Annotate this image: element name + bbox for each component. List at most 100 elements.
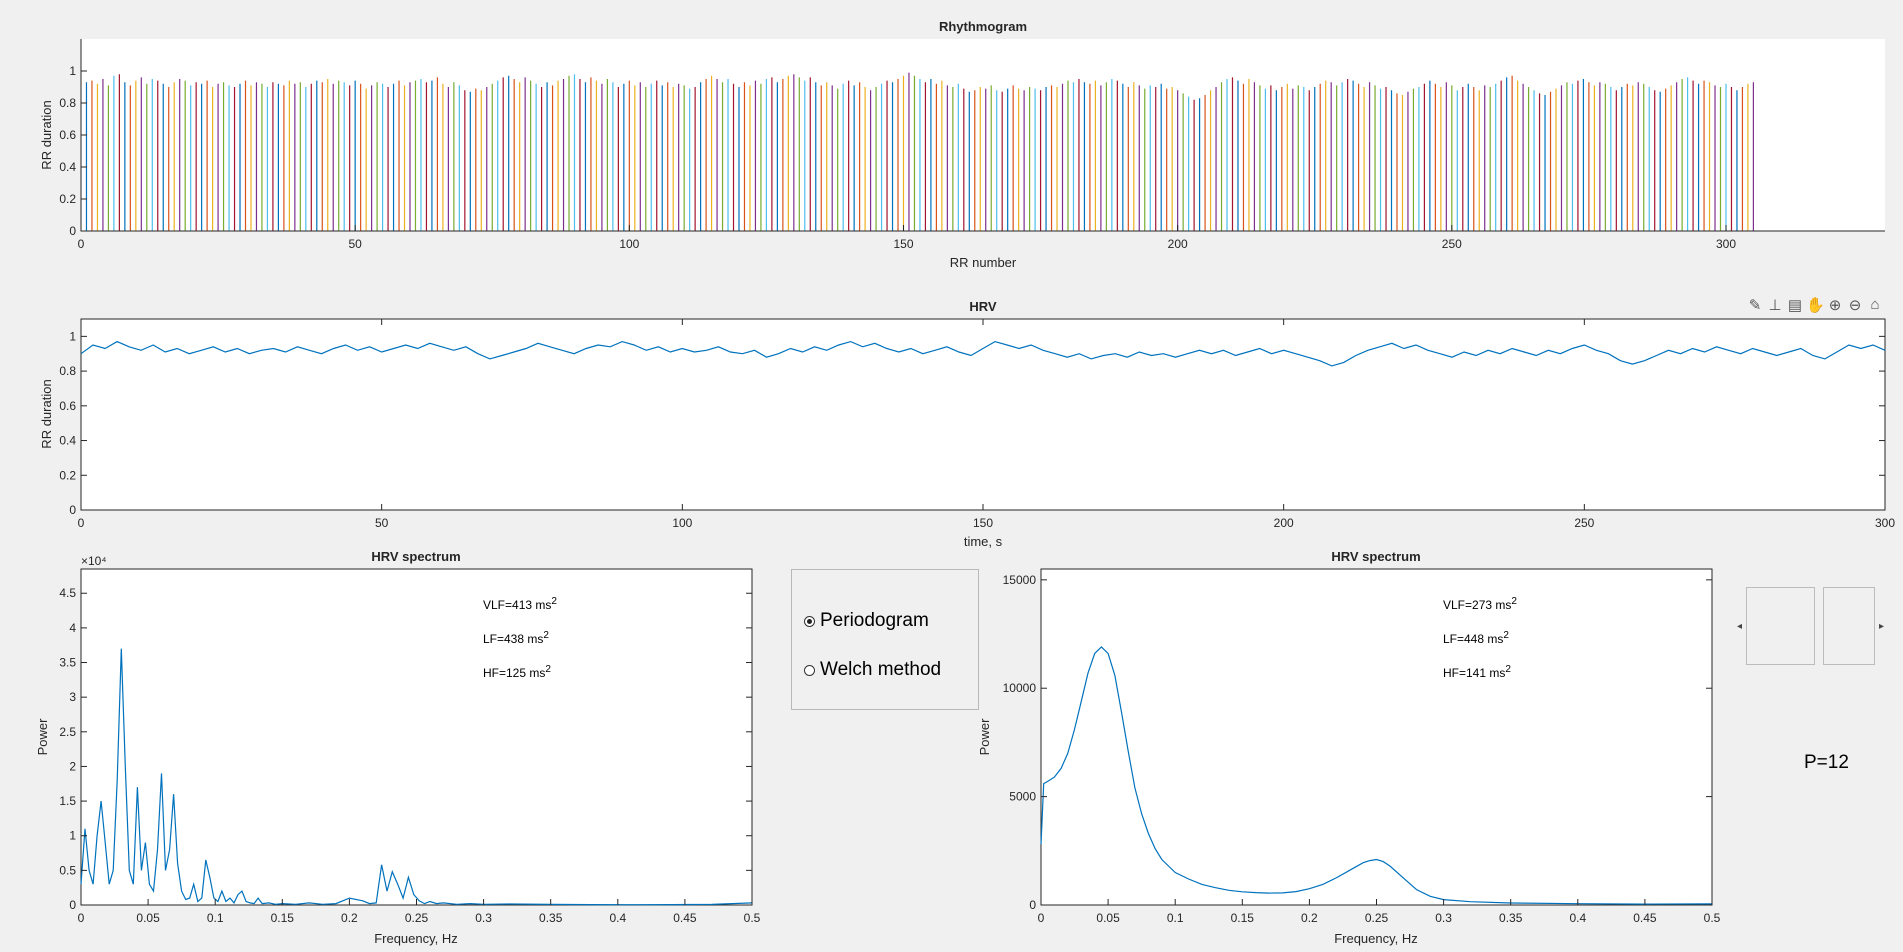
periodogram-annotation: LF=438 ms2	[483, 630, 549, 646]
hrv-xtick-label: 300	[1875, 516, 1895, 530]
hrv-title: HRV	[969, 299, 997, 314]
rhythmogram-xtick-label: 300	[1716, 237, 1736, 251]
welch-xtick-label: 0.45	[1633, 911, 1657, 925]
periodogram-xtick-label: 0.2	[341, 911, 358, 925]
welch-xlabel: Frequency, Hz	[1334, 931, 1418, 946]
rhythmogram-plot-area	[81, 39, 1885, 231]
periodogram-xtick-label: 0.05	[136, 911, 160, 925]
rhythmogram-ytick-label: 0.8	[59, 96, 76, 110]
welch-spectrum-axes[interactable]: 0 0.05 0.1 0.15 0.2 0.25 0.3 0.35 0.4 0.45 0.5 0 500…	[977, 549, 1721, 946]
periodogram-ytick-label: 1.5	[59, 794, 76, 808]
periodogram-ytick-label: 2.5	[59, 725, 76, 739]
welch-xtick-label: 0.2	[1301, 911, 1318, 925]
welch-radio-label: Welch method	[820, 659, 942, 680]
chevron-right-icon: ▸	[1878, 620, 1885, 632]
welch-xtick-label: 0.25	[1365, 911, 1389, 925]
rhythmogram-xlabel: RR number	[950, 255, 1017, 270]
slider-right-arrow[interactable]: ▸	[1875, 587, 1888, 665]
periodogram-xtick-label: 0.1	[207, 911, 224, 925]
rhythmogram-ytick-label: 0.4	[59, 160, 76, 174]
slider-track-left[interactable]	[1746, 587, 1815, 665]
periodogram-radio-label: Periodogram	[820, 610, 929, 631]
rhythmogram-ytick-label: 1	[69, 64, 76, 78]
rhythmogram-xtick-label: 250	[1442, 237, 1462, 251]
periodogram-annotation: VLF=413 ms2	[483, 596, 557, 612]
rhythmogram-xtick-label: 50	[348, 237, 362, 251]
periodogram-series-line	[80, 648, 753, 906]
welch-xtick-label: 0.35	[1499, 911, 1523, 925]
periodogram-xtick-label: 0.3	[475, 911, 492, 925]
welch-annotation: HF=141 ms2	[1443, 664, 1511, 680]
rhythmogram-ytick-label: 0.6	[59, 128, 76, 142]
hrv-ytick-label: 0.6	[59, 399, 76, 413]
welch-xtick-label: 0.3	[1435, 911, 1452, 925]
hrv-xlabel: time, s	[964, 534, 1003, 549]
zoom-out-icon[interactable]: ⊖	[1848, 297, 1862, 314]
periodogram-radio-indicator[interactable]	[804, 615, 815, 627]
welch-ytick-label: 15000	[1003, 573, 1037, 587]
zoom-in-icon[interactable]: ⊕	[1828, 297, 1842, 314]
periodogram-xtick-label: 0	[78, 911, 85, 925]
hrv-xtick-label: 100	[672, 516, 692, 530]
slider-thumb[interactable]	[1823, 587, 1875, 665]
periodogram-ytick-label: 1	[69, 829, 76, 843]
rhythmogram-xtick-label: 0	[78, 237, 85, 251]
rhythmogram-title: Rhythmogram	[939, 19, 1027, 34]
rhythmogram-ytick-label: 0	[69, 224, 76, 238]
spectrum-method-panel: Periodogram Welch method	[791, 569, 979, 710]
hrv-plot-area	[80, 318, 1886, 511]
periodogram-radio[interactable]: Periodogram	[804, 610, 929, 632]
axes-toolbar: ✎ ⊥ ▤ ✋ ⊕ ⊖ ⌂	[1746, 296, 1884, 314]
hrv-xtick-label: 250	[1574, 516, 1594, 530]
periodogram-ytick-label: 4.5	[59, 586, 76, 600]
welch-xtick-label: 0.5	[1704, 911, 1721, 925]
welch-ytick-label: 5000	[1009, 790, 1036, 804]
periodogram-xtick-label: 0.25	[405, 911, 429, 925]
periodogram-xtick-label: 0.5	[744, 911, 761, 925]
pan-hand-icon[interactable]: ✋	[1806, 297, 1825, 314]
rhythmogram-ytick-label: 0.2	[59, 192, 76, 206]
welch-annotation: LF=448 ms2	[1443, 630, 1509, 646]
rhythmogram-xtick-label: 150	[893, 237, 913, 251]
welch-xtick-label: 0.1	[1167, 911, 1184, 925]
rhythmogram-xtick-label: 100	[619, 237, 639, 251]
export-icon[interactable]: ▤	[1787, 297, 1803, 314]
hrv-ytick-label: 1	[69, 329, 76, 343]
periodogram-xtick-label: 0.15	[271, 911, 295, 925]
periodogram-ytick-label: 2	[69, 759, 76, 773]
periodogram-ytick-label: 0.5	[59, 863, 76, 877]
periodogram-title: HRV spectrum	[371, 549, 460, 564]
hrv-xtick-label: 50	[375, 516, 389, 530]
hrv-ytick-label: 0.2	[59, 468, 76, 482]
periodogram-xtick-label: 0.4	[609, 911, 626, 925]
home-icon[interactable]: ⌂	[1870, 296, 1880, 313]
rhythmogram-xtick-label: 200	[1168, 237, 1188, 251]
hrv-xtick-label: 200	[1274, 516, 1294, 530]
welch-ylabel: Power	[977, 718, 992, 756]
datatip-icon[interactable]: ⊥	[1768, 297, 1782, 314]
welch-xtick-label: 0.05	[1096, 911, 1120, 925]
brush-icon[interactable]: ✎	[1748, 297, 1762, 314]
welch-ytick-label: 10000	[1003, 681, 1037, 695]
welch-annotation: VLF=273 ms2	[1443, 596, 1517, 612]
hrv-ytick-label: 0.4	[59, 434, 76, 448]
periodogram-plot-area	[80, 568, 753, 906]
rhythmogram-ylabel: RR duration	[39, 100, 54, 169]
periodogram-ytick-label: 3	[69, 690, 76, 704]
welch-series-line	[1040, 646, 1713, 905]
welch-radio-indicator[interactable]	[804, 664, 815, 676]
hrv-axes[interactable]: 0 50 100 150 200 250 300 0 0.2 0.4 0.6 0.8 1 HRV tim…	[39, 299, 1895, 549]
hrv-ytick-label: 0	[69, 503, 76, 517]
periodogram-ytick-label: 3.5	[59, 656, 76, 670]
welch-title: HRV spectrum	[1331, 549, 1420, 564]
chevron-left-icon: ◂	[1736, 620, 1743, 632]
welch-radio[interactable]: Welch method	[804, 659, 941, 681]
order-slider[interactable]: ◂ ▸	[1733, 587, 1888, 665]
slider-left-arrow[interactable]: ◂	[1733, 587, 1746, 665]
periodogram-xtick-label: 0.45	[673, 911, 697, 925]
rhythmogram-axes[interactable]: 0 50 100 150 200 250 300 0 0.2 0.4 0.6 0.8 1 Rhythmo…	[39, 19, 1885, 270]
welch-xtick-label: 0.4	[1569, 911, 1586, 925]
periodogram-spectrum-axes[interactable]: 0 0.05 0.1 0.15 0.2 0.25 0.3 0.35 0.4 0.45 0.5 0 0.5…	[35, 549, 761, 946]
hrv-ylabel: RR duration	[39, 379, 54, 448]
